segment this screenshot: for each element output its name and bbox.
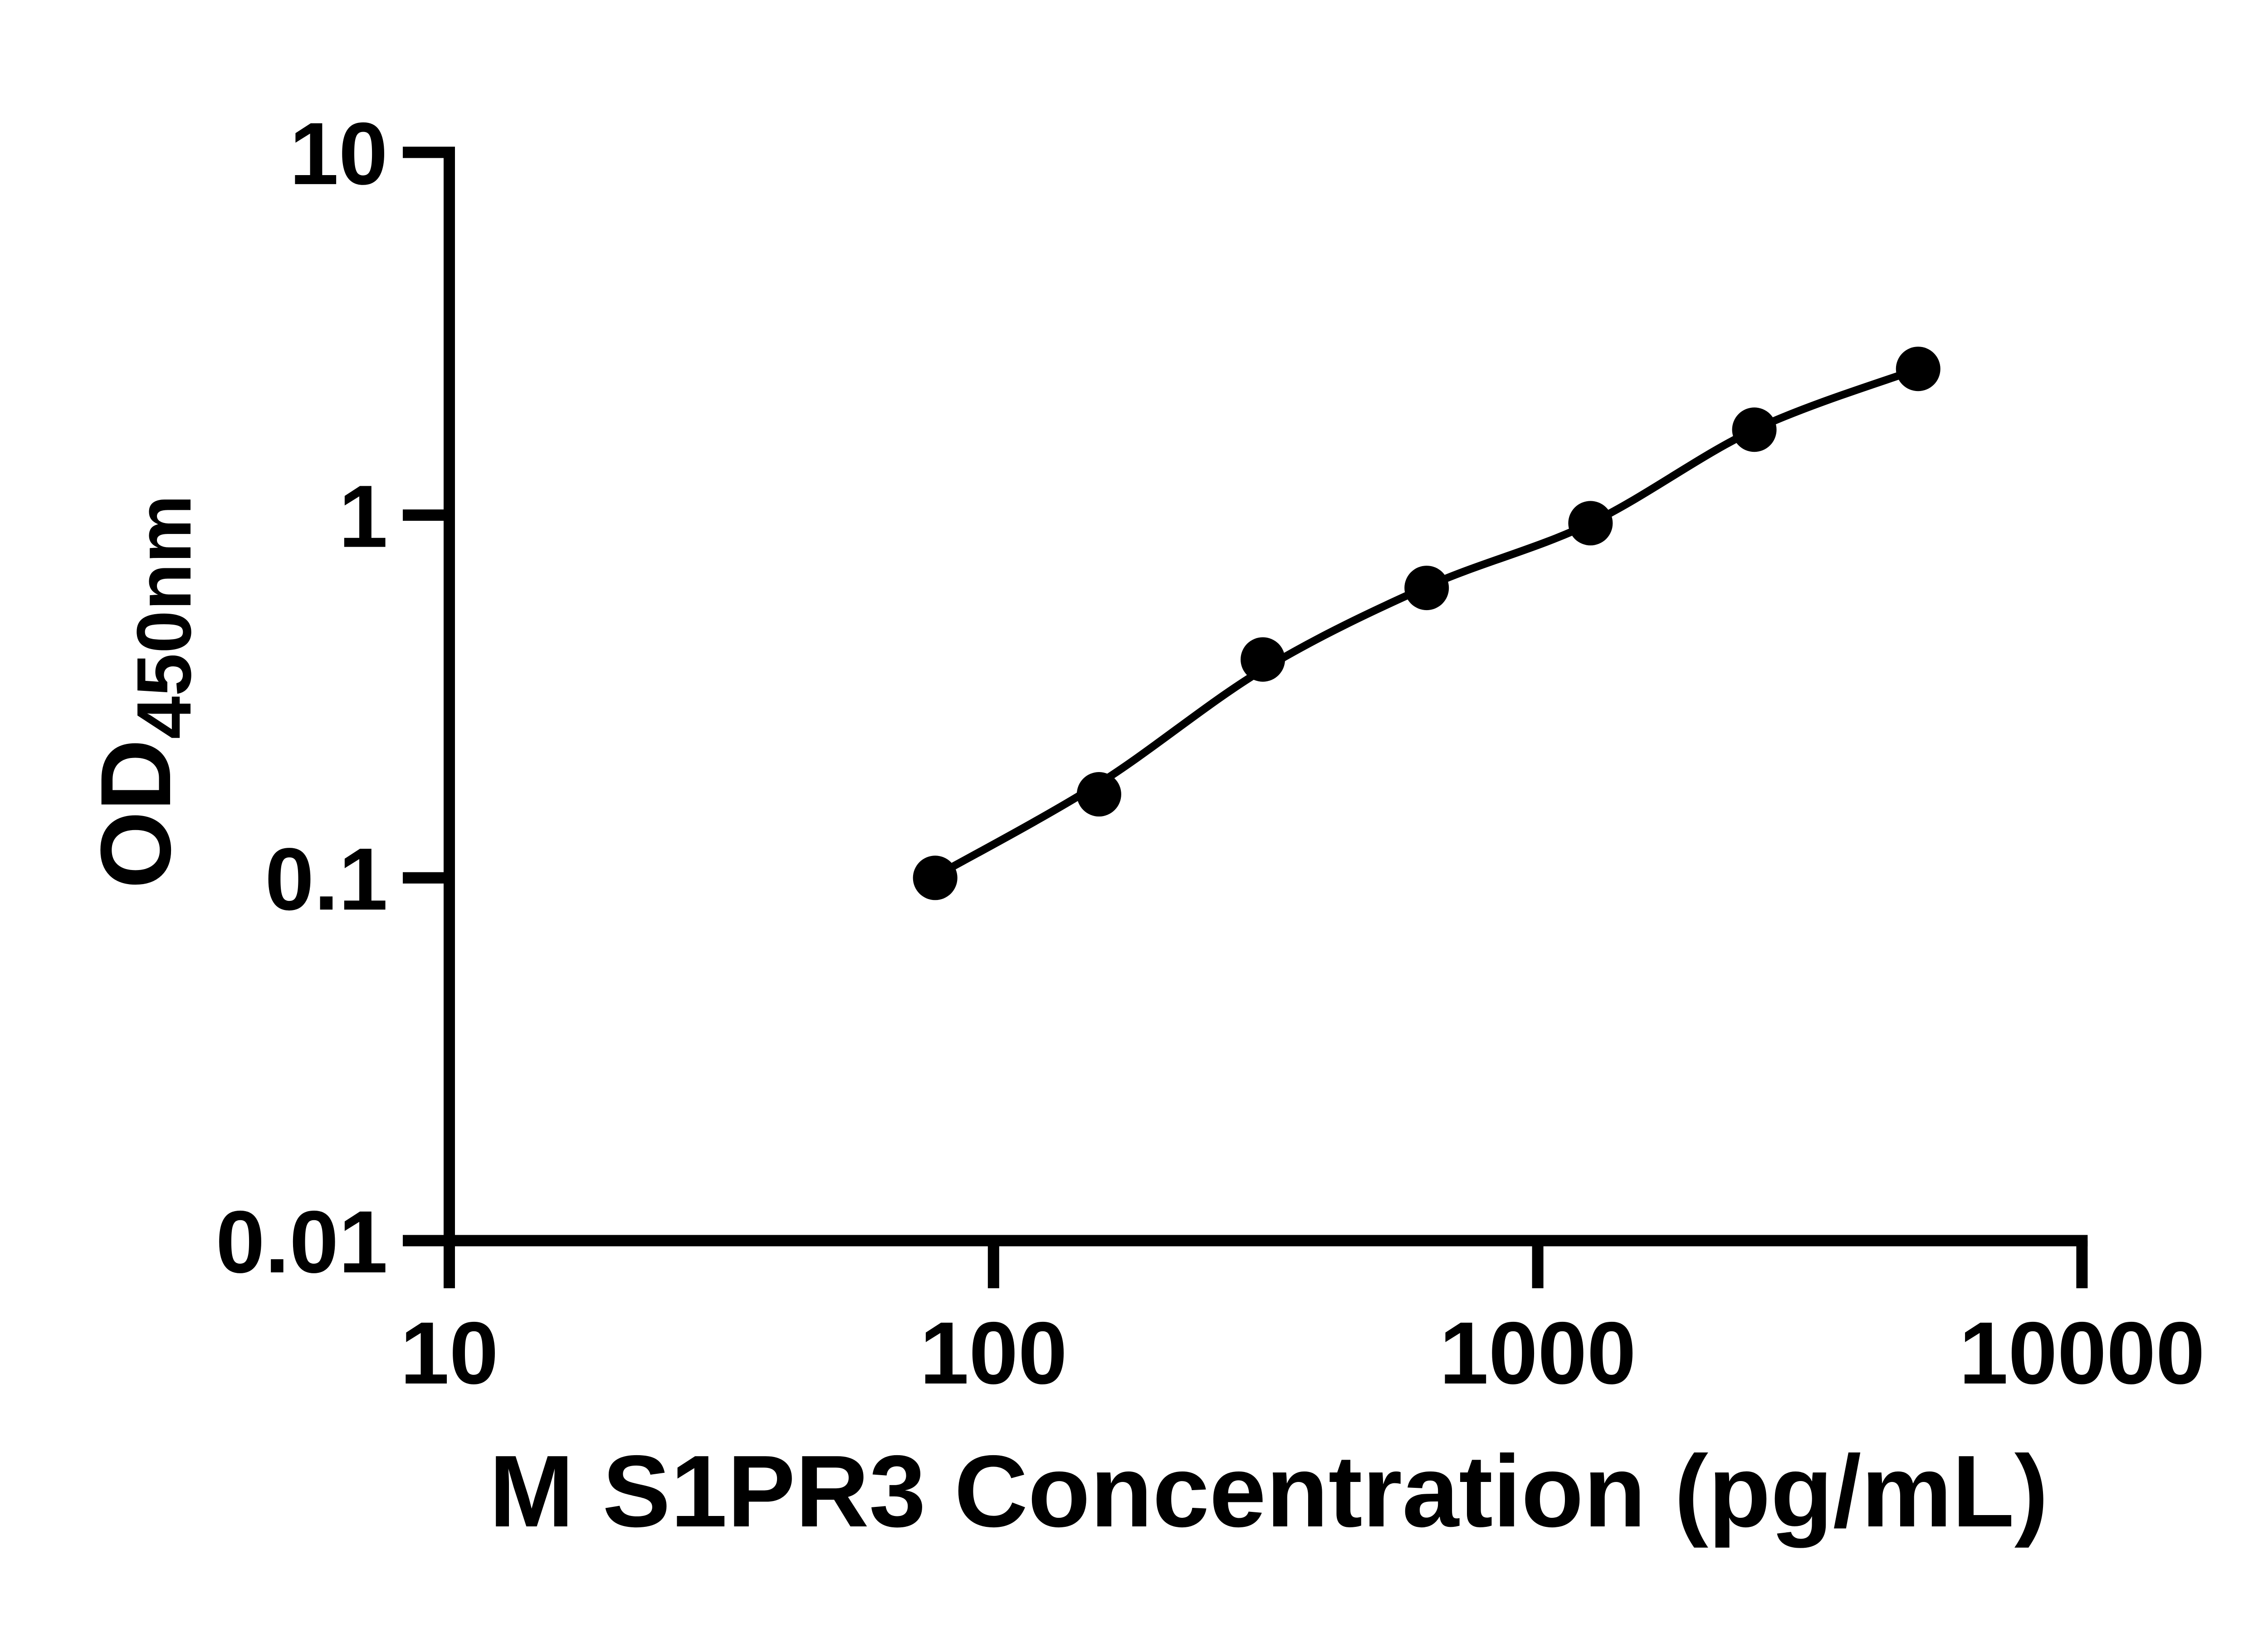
data-point [1732,407,1777,452]
data-point [913,856,958,900]
y-tick-label: 0.01 [215,1193,388,1291]
y-axis-title-main: OD [80,739,191,889]
data-point [1568,501,1613,546]
x-tick-label: 10 [400,1304,499,1403]
x-tick-label: 10000 [1959,1304,2205,1403]
x-axis-title: M S1PR3 Concentration (pg/mL) [489,1434,2048,1548]
y-axis-title: OD450nm [80,495,207,889]
x-tick-label: 1000 [1439,1304,1636,1403]
data-point [1896,347,1941,391]
y-axis-title-subscript: 450nm [121,495,207,739]
data-point [1241,637,1286,682]
y-tick-label: 0.1 [265,830,388,929]
labels-layer: M S1PR3 Concentration (pg/mL) OD450nm [80,495,2048,1548]
y-tick-label: 1 [339,467,388,566]
series-layer [913,347,1941,900]
y-tick-label: 10 [289,104,388,203]
data-point [1404,566,1449,611]
x-tick-label: 100 [920,1304,1067,1403]
data-point [1076,772,1121,817]
